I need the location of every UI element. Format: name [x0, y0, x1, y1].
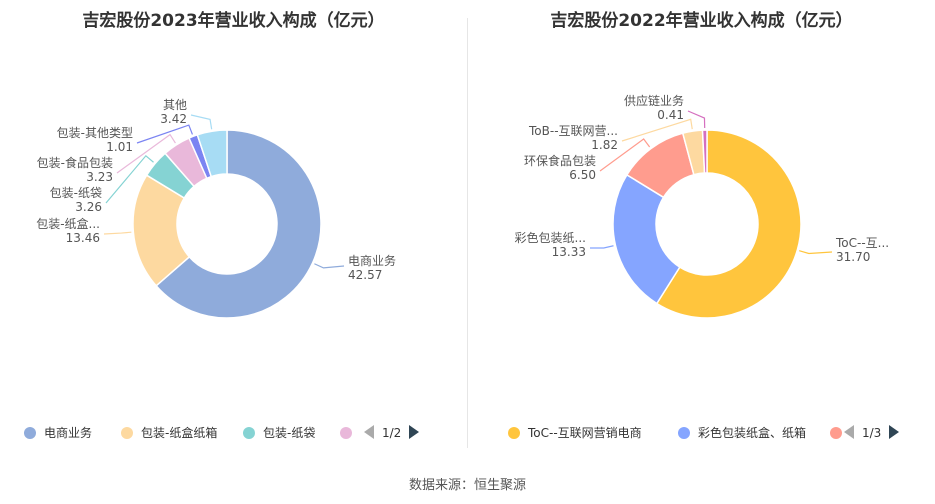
- chart-panel-2023: 吉宏股份2023年营业收入构成（亿元） 电商业务 42.57 包装-纸盒... 13.…: [0, 0, 467, 470]
- slice-label: 电商业务: [348, 253, 396, 268]
- leader-line: [105, 154, 154, 204]
- leader-line: [589, 245, 614, 249]
- legend-label: 彩色包装纸盒、纸箱: [698, 426, 807, 440]
- leader-line: [599, 138, 651, 172]
- slice-label: 包装-其他类型: [57, 126, 133, 140]
- slice-value: 1.82: [591, 138, 618, 152]
- slice-value: 0.41: [657, 108, 684, 122]
- chart-panel-2022: 吉宏股份2022年营业收入构成（亿元） ToC--互... 31.70 彩色包装纸.…: [468, 0, 935, 470]
- slice-value: 42.57: [348, 268, 382, 282]
- slice-value: 13.33: [552, 245, 586, 259]
- legend-item-2[interactable]: 包装-纸盒纸箱: [121, 424, 217, 442]
- legend-dot: [678, 427, 690, 439]
- legend-dot: [340, 427, 352, 439]
- leader-line: [116, 133, 176, 174]
- legend-label: 电商业务: [44, 426, 93, 440]
- legend-dot: [508, 427, 520, 439]
- leader-line: [314, 263, 345, 269]
- slice-label: ToC--互...: [835, 236, 889, 250]
- legend-item-1[interactable]: ToC--互联网营销电商: [508, 424, 642, 442]
- slice-value: 6.50: [569, 168, 596, 182]
- leader-line: [799, 250, 833, 255]
- donut-chart-2023: 电商业务42.57包装-纸盒...13.46包装-纸袋3.26包装-食品包装3.…: [36, 98, 396, 319]
- legend-item-3[interactable]: 包装-纸袋: [243, 424, 315, 442]
- chevron-right-icon[interactable]: [409, 425, 420, 439]
- leader-line: [621, 118, 693, 142]
- chevron-right-icon[interactable]: [889, 425, 900, 439]
- slice-label: 包装-食品包装: [37, 155, 113, 170]
- legend-label: 包装-纸盒纸箱: [141, 426, 218, 440]
- legend-dot: [830, 427, 842, 439]
- legend-label: 包装-纸袋: [263, 426, 316, 440]
- chart-title: 吉宏股份2023年营业收入构成（亿元）: [82, 11, 385, 31]
- legend-dot: [243, 427, 255, 439]
- chevron-left-icon[interactable]: [844, 425, 854, 439]
- data-source-note: 数据来源：恒生聚源: [408, 478, 526, 493]
- chart-legend: ToC--互联网营销电商 彩色包装纸盒、纸箱 1/3: [468, 424, 935, 444]
- slice-label: 供应链业务: [624, 93, 684, 108]
- donut-slice-5[interactable]: [701, 129, 708, 174]
- slice-value: 3.26: [75, 200, 102, 214]
- donut-slice-6[interactable]: [196, 129, 228, 178]
- legend-label: ToC--互联网营销电商: [528, 426, 642, 440]
- legend-item-1[interactable]: 电商业务: [24, 424, 92, 442]
- panel-divider: [467, 18, 468, 448]
- slice-label: 环保食品包装: [524, 153, 596, 168]
- slice-value: 3.42: [160, 112, 187, 126]
- legend-pager: 1/2: [364, 424, 420, 442]
- slice-label: 彩色包装纸...: [515, 231, 586, 245]
- slice-value: 13.46: [66, 231, 100, 245]
- slice-label: 其他: [163, 98, 187, 112]
- slice-label: 包装-纸袋: [50, 186, 102, 200]
- chevron-left-icon[interactable]: [364, 425, 374, 439]
- donut-slice-1[interactable]: [155, 129, 322, 319]
- legend-item-2[interactable]: 彩色包装纸盒、纸箱: [678, 424, 806, 442]
- slice-label: 包装-纸盒...: [36, 216, 100, 231]
- legend-pager: 1/3: [844, 424, 900, 442]
- donut-slice-1[interactable]: [655, 129, 802, 319]
- leader-line: [103, 231, 132, 235]
- chart-legend: 电商业务 包装-纸盒纸箱 包装-纸袋 1/2: [0, 424, 467, 444]
- slice-label: ToB--互联网营...: [528, 124, 618, 138]
- slice-value: 31.70: [836, 250, 870, 264]
- slice-value: 1.01: [106, 140, 133, 154]
- donut-slice-2[interactable]: [612, 173, 681, 305]
- leader-line: [687, 110, 706, 129]
- leader-line: [136, 124, 193, 144]
- legend-item-4[interactable]: [340, 424, 360, 442]
- legend-dot: [24, 427, 36, 439]
- legend-page: 1/3: [862, 426, 882, 440]
- leader-line: [190, 114, 213, 130]
- slice-value: 3.23: [86, 170, 113, 184]
- legend-page: 1/2: [382, 426, 402, 440]
- chart-title: 吉宏股份2022年营业收入构成（亿元）: [550, 11, 853, 31]
- legend-item-3[interactable]: [830, 424, 850, 442]
- legend-dot: [121, 427, 133, 439]
